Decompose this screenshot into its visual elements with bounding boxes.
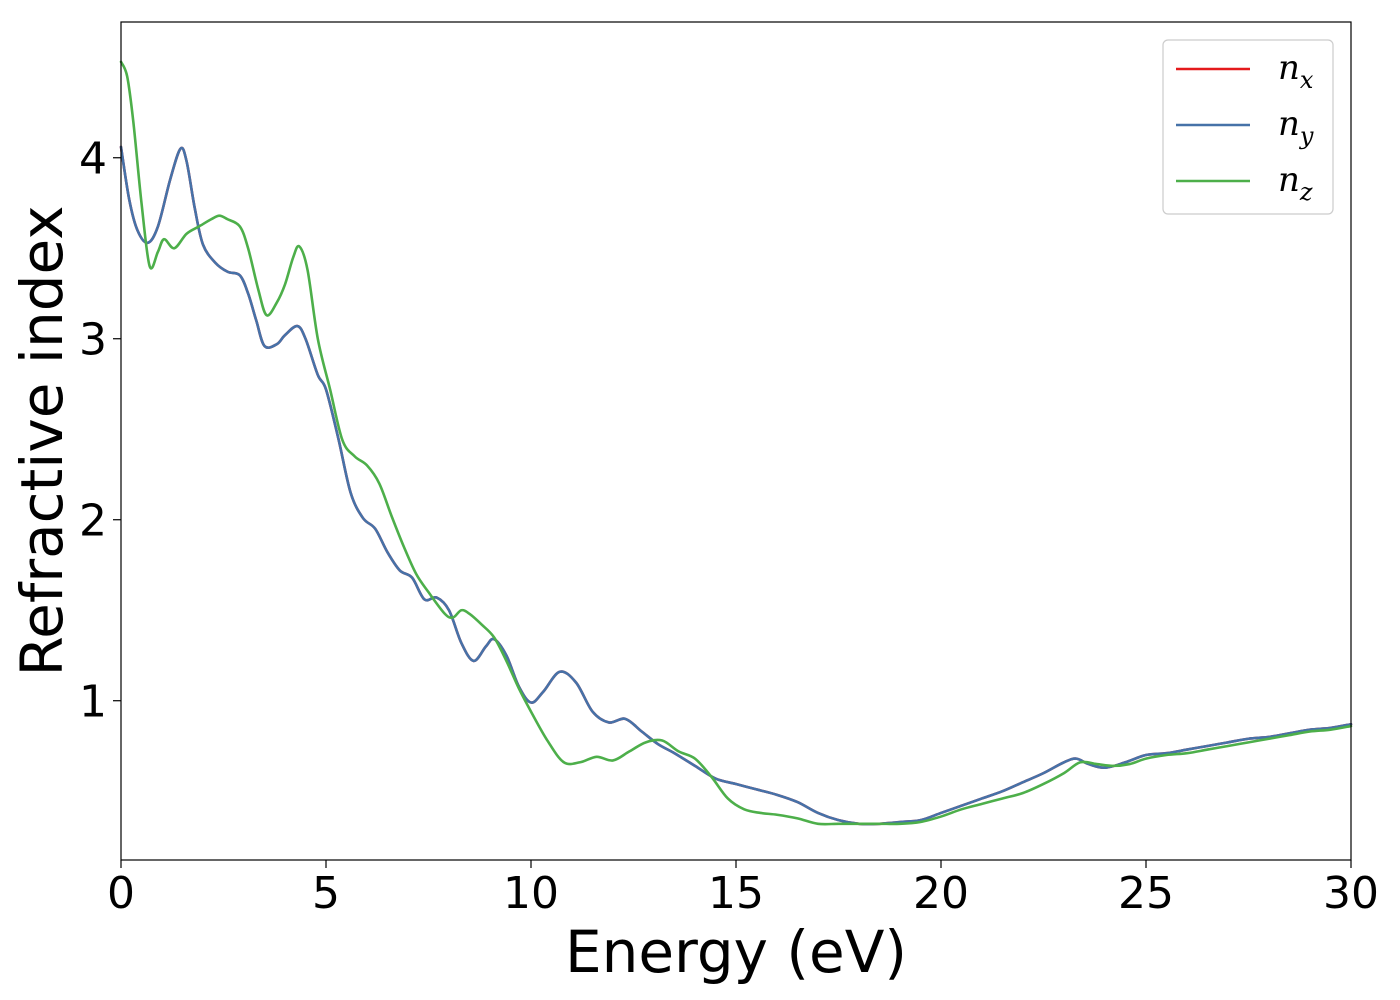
y-tick-label: 3 (79, 315, 107, 366)
x-tick-label: 15 (708, 868, 764, 919)
x-tick-label: 10 (503, 868, 559, 919)
legend-box (1162, 39, 1334, 215)
series-layer (119, 60, 1353, 826)
series-line-n-z (119, 60, 1353, 826)
x-tick-label: 20 (913, 868, 969, 919)
legend-label-n-x: nx (1278, 48, 1314, 94)
x-tick-label: 30 (1323, 868, 1379, 919)
x-axis-title: Energy (eV) (565, 918, 907, 986)
y-tick-label: 2 (79, 496, 107, 547)
legend-label-n-y: ny (1278, 104, 1314, 150)
x-tick-label: 0 (107, 868, 135, 919)
y-axis-ticks: 1 2 3 4 (79, 134, 121, 728)
legend-label-n-z: nz (1278, 160, 1313, 206)
y-tick-label: 4 (79, 134, 107, 185)
x-tick-label: 5 (312, 868, 340, 919)
legend: nx ny nz (1162, 39, 1334, 215)
x-tick-label: 25 (1118, 868, 1174, 919)
x-axis-ticks: 0 5 10 15 20 25 30 (107, 860, 1379, 919)
y-tick-label: 1 (79, 677, 107, 728)
y-axis-title: Refractive index (8, 205, 76, 676)
